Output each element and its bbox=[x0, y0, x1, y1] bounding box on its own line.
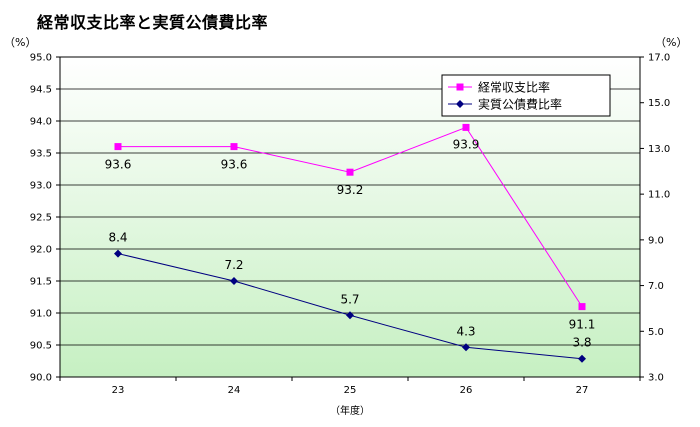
left-tick-label: 93.0 bbox=[30, 181, 52, 192]
x-tick-label: 26 bbox=[460, 385, 473, 396]
data-label: 7.2 bbox=[224, 258, 243, 272]
data-point bbox=[230, 143, 238, 151]
chart-title: 経常収支比率と実質公債費比率 bbox=[37, 13, 269, 32]
data-point bbox=[114, 249, 122, 258]
data-label: 93.6 bbox=[105, 158, 132, 172]
left-tick-label: 92.0 bbox=[30, 245, 52, 256]
legend-marker bbox=[456, 83, 464, 91]
x-axis-label: （年度） bbox=[330, 406, 370, 417]
data-point bbox=[462, 123, 470, 131]
left-axis-unit: （%） bbox=[4, 36, 37, 49]
data-point bbox=[230, 277, 238, 285]
legend-box bbox=[441, 74, 611, 117]
right-axis-ticks: 3.0 5.0 7.0 9.0 11.0 13.0 15.0 17.0 bbox=[640, 53, 670, 384]
right-tick-label: 7.0 bbox=[648, 281, 664, 292]
left-tick-label: 91.5 bbox=[30, 277, 52, 288]
data-point bbox=[578, 354, 586, 363]
left-tick-label: 91.0 bbox=[30, 309, 52, 320]
x-tick-label: 25 bbox=[344, 385, 357, 396]
left-tick-label: 93.5 bbox=[30, 149, 52, 160]
left-tick-label: 94.0 bbox=[30, 117, 52, 128]
data-point bbox=[578, 303, 586, 311]
left-tick-label: 90.5 bbox=[30, 341, 52, 352]
data-label: 4.3 bbox=[456, 324, 475, 338]
x-axis-ticks: 23 24 25 26 27 bbox=[59, 377, 641, 396]
right-tick-label: 3.0 bbox=[648, 373, 664, 384]
legend-label: 実質公債費比率 bbox=[478, 97, 562, 112]
left-tick-label: 90.0 bbox=[30, 373, 52, 384]
data-label: 5.7 bbox=[340, 292, 359, 306]
x-tick-label: 23 bbox=[112, 385, 125, 396]
series-group: 93.6 93.6 93.2 93.9 91.1 8.4 7.2 5.7 4.3 3.8 bbox=[105, 123, 596, 363]
data-label: 93.2 bbox=[337, 183, 364, 197]
right-tick-label: 17.0 bbox=[648, 53, 670, 64]
legend-marker bbox=[456, 100, 464, 108]
left-tick-label: 92.5 bbox=[30, 213, 52, 224]
data-label: 93.6 bbox=[221, 158, 248, 172]
right-tick-label: 15.0 bbox=[648, 98, 670, 109]
left-axis-ticks: 90.0 90.5 91.0 91.5 92.0 92.5 93.0 93.5 94.0 94.5… bbox=[30, 53, 60, 384]
left-tick-label: 94.5 bbox=[30, 85, 52, 96]
right-tick-label: 9.0 bbox=[648, 235, 664, 246]
data-label: 8.4 bbox=[108, 231, 127, 245]
data-point bbox=[114, 143, 122, 151]
legend-label: 経常収支比率 bbox=[478, 80, 550, 95]
left-tick-label: 95.0 bbox=[30, 53, 52, 64]
data-point bbox=[346, 311, 354, 320]
right-tick-label: 5.0 bbox=[648, 327, 664, 338]
data-point bbox=[346, 168, 354, 176]
right-axis-unit: （%） bbox=[655, 36, 688, 49]
data-label: 91.1 bbox=[569, 318, 596, 332]
right-tick-label: 11.0 bbox=[648, 190, 670, 201]
right-tick-label: 13.0 bbox=[648, 144, 670, 155]
data-label: 3.8 bbox=[572, 336, 591, 350]
x-tick-label: 24 bbox=[228, 385, 241, 396]
data-label: 93.9 bbox=[453, 137, 480, 151]
data-point bbox=[462, 343, 470, 352]
x-tick-label: 27 bbox=[576, 385, 589, 396]
